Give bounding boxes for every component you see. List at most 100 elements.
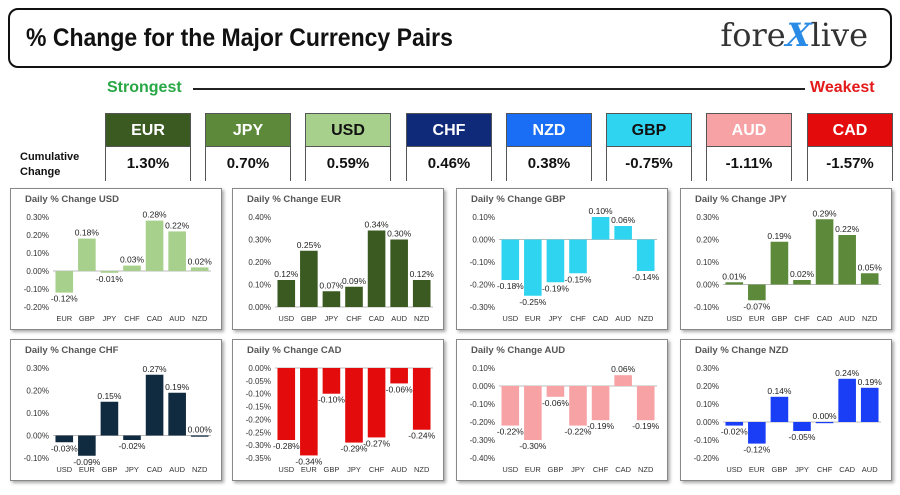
bar-usd [501, 239, 520, 280]
y-tick-label: 0.30% [248, 236, 271, 245]
bar-cad [145, 374, 164, 436]
chart-panel-3: Daily % Change GBP 0.10% 0.00% -0.10% -0.20%… [456, 188, 668, 330]
bar-nzd [860, 273, 879, 285]
bar-nzd [412, 280, 431, 307]
y-tick-label: 0.00% [472, 236, 495, 245]
data-label: 0.07% [319, 280, 344, 290]
x-tick-label: CAD [817, 314, 833, 323]
x-tick-label: AUD [169, 314, 185, 323]
bar-eur [748, 422, 766, 444]
currency-cumulative-value: 0.46% [407, 147, 491, 181]
bar-chart: 0.30% 0.20% 0.10% 0.00% -0.10%-0.03% USD-0.09… [24, 364, 213, 474]
bar-aud [390, 368, 408, 384]
data-label: -0.29% [341, 444, 368, 454]
x-tick-label: CHF [794, 314, 810, 323]
currency-cumulative-value: 0.70% [206, 147, 290, 181]
bar-gbp [546, 386, 565, 397]
x-tick-label: NZD [638, 314, 654, 323]
bar-gbp [322, 368, 341, 394]
bar-jpy [546, 239, 565, 283]
data-label: -0.14% [632, 272, 659, 282]
data-label: 0.27% [143, 364, 168, 374]
bar-nzd [636, 386, 655, 421]
y-tick-label: 0.00% [696, 418, 719, 427]
y-tick-label: -0.25% [246, 428, 271, 437]
logo-text-right: live [810, 16, 868, 54]
cumulative-change-label: Cumulative Change [20, 150, 79, 180]
data-label: 0.12% [410, 269, 435, 279]
data-label: 0.00% [188, 425, 213, 435]
data-label: -0.03% [51, 443, 78, 453]
x-tick-label: CAD [369, 314, 385, 323]
currency-cumulative-value: 0.59% [306, 147, 390, 181]
x-tick-label: EUR [56, 314, 72, 323]
bar-chart: 0.30% 0.20% 0.10% 0.00% -0.10% -0.20%-0.12% EU… [24, 210, 213, 323]
data-label: -0.30% [519, 441, 546, 451]
bar-jpy [322, 291, 341, 307]
y-tick-label: 0.30% [696, 213, 719, 222]
x-tick-label: NZD [638, 465, 654, 474]
x-tick-label: CHF [346, 314, 362, 323]
x-tick-label: EUR [749, 465, 765, 474]
data-label: -0.34% [295, 456, 322, 466]
bar-aud [168, 392, 186, 436]
y-tick-label: -0.15% [246, 403, 271, 412]
chart-panel-6: Daily % Change CAD 0.00% -0.05% -0.10% -0.15… [232, 339, 444, 481]
y-tick-label: 0.10% [472, 213, 495, 222]
y-tick-label: 0.00% [248, 364, 271, 373]
x-tick-label: AUD [839, 314, 855, 323]
bar-chart: 0.30% 0.20% 0.10% 0.00% -0.10% 0.01% USD-0.07%… [694, 208, 883, 323]
currency-code: JPY [206, 114, 290, 147]
data-label: -0.28% [273, 441, 300, 451]
x-tick-label: CAD [593, 314, 609, 323]
data-label: 0.06% [611, 215, 636, 225]
data-label: 0.29% [813, 208, 838, 218]
y-tick-label: -0.10% [694, 303, 719, 312]
bar-jpy [793, 422, 811, 431]
x-tick-label: AUD [169, 465, 185, 474]
currency-box-eur: EUR 1.30% [105, 113, 191, 181]
bar-eur [748, 284, 766, 301]
y-tick-label: -0.10% [694, 436, 719, 445]
cumulative-label-line2: Change [20, 166, 61, 178]
y-tick-label: 0.20% [696, 382, 719, 391]
data-label: 0.10% [589, 206, 614, 216]
x-tick-label: CHF [593, 465, 609, 474]
bar-gbp [770, 396, 789, 422]
data-label: 0.06% [611, 364, 636, 374]
y-tick-label: 0.10% [26, 249, 49, 258]
data-label: -0.02% [721, 427, 748, 437]
x-tick-label: CHF [570, 314, 586, 323]
data-label: 0.19% [767, 231, 792, 241]
bar-eur [524, 239, 542, 296]
y-tick-label: 0.00% [26, 432, 49, 441]
y-tick-label: 0.20% [248, 258, 271, 267]
data-label: -0.25% [519, 297, 546, 307]
data-label: -0.15% [565, 274, 592, 284]
bar-chf [815, 422, 834, 424]
x-tick-label: NZD [414, 465, 430, 474]
bar-aud [838, 235, 856, 285]
data-label: -0.01% [96, 274, 123, 284]
bar-cad [838, 378, 856, 422]
currency-box-usd: USD 0.59% [305, 113, 391, 181]
currency-code: AUD [707, 114, 791, 147]
chart-panel-1: Daily % Change USD 0.30% 0.20% 0.10% 0.00% -0… [10, 188, 222, 330]
y-tick-label: 0.40% [248, 213, 271, 222]
x-tick-label: AUD [391, 314, 407, 323]
currency-box-gbp: GBP -0.75% [606, 113, 692, 181]
data-label: 0.03% [120, 255, 145, 265]
bar-nzd [190, 267, 209, 271]
currency-cumulative-value: -1.11% [707, 147, 791, 181]
bar-cad [815, 219, 834, 285]
currency-box-jpy: JPY 0.70% [205, 113, 291, 181]
chart-panel-5: Daily % Change CHF 0.30% 0.20% 0.10% 0.00% -0… [10, 339, 222, 481]
bar-chf [123, 265, 141, 271]
bar-nzd [190, 435, 209, 437]
currency-box-nzd: NZD 0.38% [506, 113, 592, 181]
forexlive-logo: foreXlive [720, 16, 868, 54]
bar-usd [725, 282, 744, 285]
y-tick-label: -0.30% [470, 436, 495, 445]
x-tick-label: JPY [325, 314, 339, 323]
x-tick-label: USD [502, 465, 518, 474]
